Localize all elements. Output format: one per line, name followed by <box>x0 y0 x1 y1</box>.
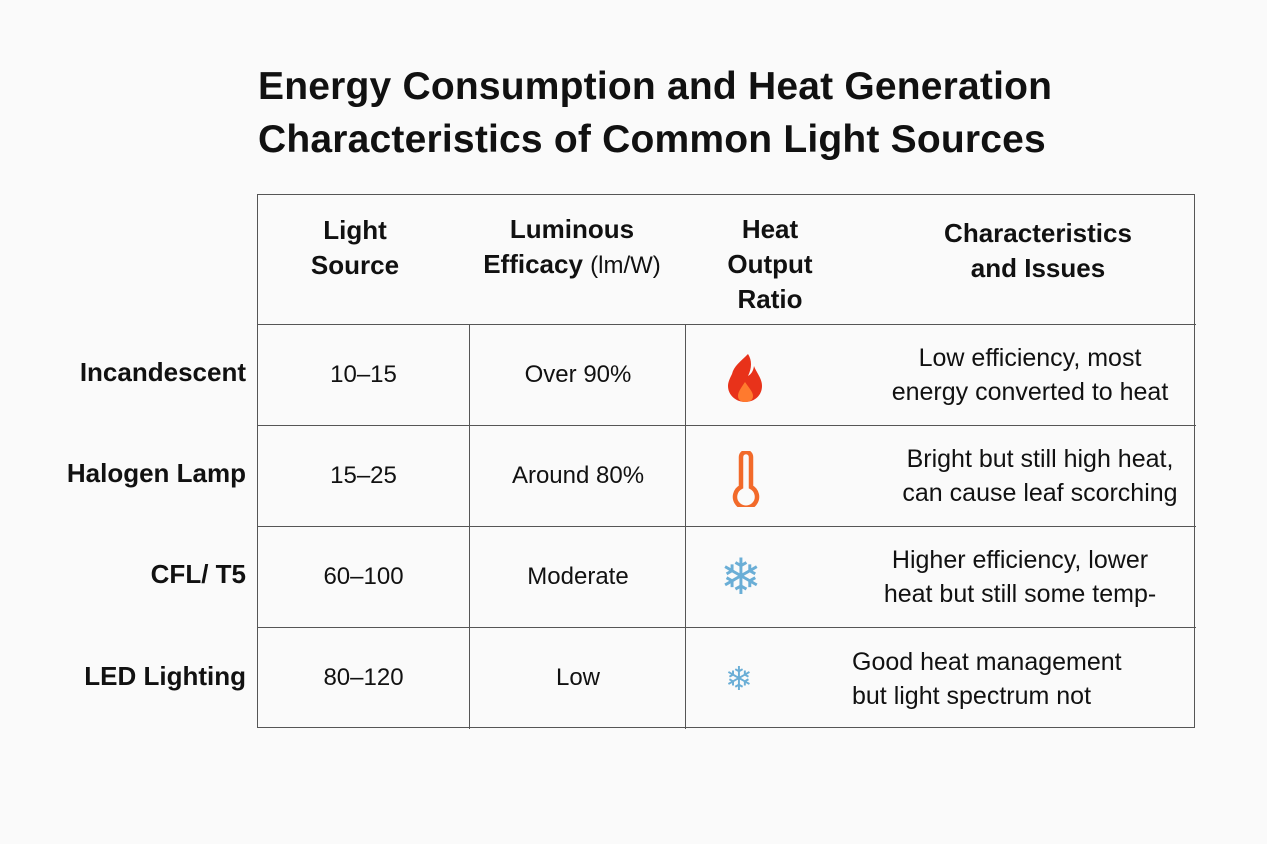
header-text: and Issues <box>970 253 1106 283</box>
header-text: Light <box>323 215 387 245</box>
row-divider <box>257 324 1196 325</box>
header-heat-output: Heat Output Ratio <box>705 212 835 317</box>
characteristics-text: Higher efficiency, lower heat but still … <box>845 543 1195 611</box>
desc-line: Low efficiency, most <box>918 344 1142 372</box>
desc-line: but light spectrum not <box>852 682 1092 710</box>
thermometer-icon <box>732 451 760 507</box>
title-line-2: Characteristics of Common Light Sources <box>258 118 1046 161</box>
header-luminous-efficacy: Luminous Efficacy (lm/W) <box>462 212 682 283</box>
header-text: Ratio <box>737 284 803 314</box>
heat-ratio-value: Moderate <box>527 563 629 590</box>
characteristics-text: Good heat management but light spectrum … <box>852 645 1162 713</box>
characteristics-text: Low efficiency, most energy converted to… <box>855 341 1205 409</box>
desc-line: can cause leaf scorching <box>902 479 1178 507</box>
column-divider <box>685 325 686 729</box>
header-text: Luminous <box>509 214 635 244</box>
efficacy-value: 60–100 <box>323 563 404 590</box>
row-divider <box>257 425 1196 426</box>
header-text: Heat <box>741 214 799 244</box>
desc-line: Bright but still high heat, <box>906 445 1174 473</box>
snowflake-icon: ❄ <box>725 660 753 697</box>
row-label-halogen: Halogen Lamp <box>66 458 246 488</box>
row-label-incandescent: Incandescent <box>79 357 246 387</box>
comparison-table <box>257 194 1195 728</box>
heat-ratio-value: Around 80% <box>511 462 645 489</box>
desc-line: heat but still some temp- <box>883 580 1157 608</box>
heat-ratio-value: Low <box>555 664 601 691</box>
column-divider <box>469 325 470 729</box>
row-label-cfl: CFL/ T5 <box>150 559 246 589</box>
header-text: Characteristics <box>944 218 1132 248</box>
header-unit: (lm/W) <box>590 252 661 279</box>
heat-ratio-value: Over 90% <box>524 361 632 388</box>
efficacy-value: 80–120 <box>323 664 404 691</box>
snowflake-icon: ❄ <box>720 549 762 605</box>
title-line-1: Energy Consumption and Heat Generation <box>258 65 1053 108</box>
desc-line: Good heat management <box>852 648 1122 676</box>
header-light-source: Light Source <box>285 213 425 283</box>
desc-line: Higher efficiency, lower <box>891 546 1149 574</box>
page-title: Energy Consumption and Heat Generation C… <box>258 60 1052 166</box>
row-divider <box>257 526 1196 527</box>
row-label-led: LED Lighting <box>84 661 246 691</box>
characteristics-text: Bright but still high heat, can cause le… <box>855 442 1225 510</box>
header-text: Output <box>727 249 813 279</box>
header-text: Source <box>310 250 400 280</box>
desc-line: energy converted to heat <box>891 378 1169 406</box>
efficacy-value: 15–25 <box>330 462 397 489</box>
efficacy-value: 10–15 <box>330 361 397 388</box>
row-divider <box>257 627 1196 628</box>
header-text: Efficacy <box>483 249 583 279</box>
header-characteristics: Characteristics and Issues <box>908 216 1168 286</box>
fire-icon <box>728 354 762 402</box>
